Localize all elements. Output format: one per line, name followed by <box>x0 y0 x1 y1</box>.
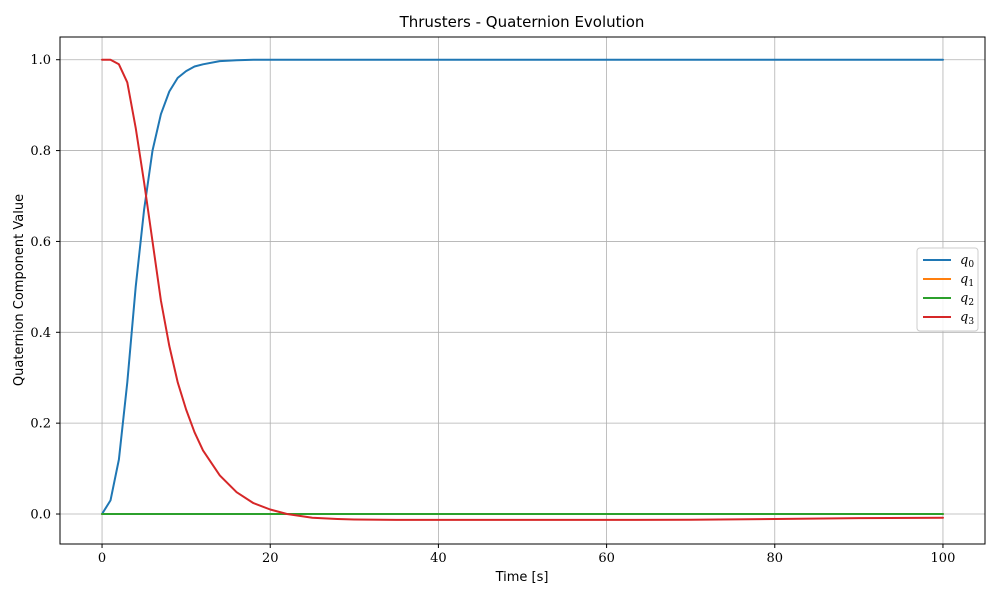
y-axis-label: Quaternion Component Value <box>12 194 27 386</box>
y-tick-label: 0.0 <box>30 508 51 523</box>
series-line-q3 <box>101 58 944 521</box>
chart-title: Thrusters - Quaternion Evolution <box>399 13 645 31</box>
x-tick-label: 60 <box>598 551 615 566</box>
tick-layer: 0 20 40 60 80 100 0.0 0.2 0.4 0.6 0.8 1.0 <box>30 53 955 566</box>
series-line-q0 <box>101 58 944 515</box>
x-tick-label: 100 <box>931 551 956 566</box>
legend-box <box>916 247 979 332</box>
y-tick-label: 0.8 <box>30 144 51 159</box>
y-tick-label: 0.4 <box>30 326 51 341</box>
y-tick-label: 0.6 <box>30 235 51 250</box>
plot-frame <box>59 36 986 545</box>
x-tick-label: 20 <box>262 551 279 566</box>
x-tick-label: 40 <box>430 551 447 566</box>
grid-layer <box>60 37 985 544</box>
x-axis-label: Time [s] <box>495 570 549 585</box>
y-tick-label: 1.0 <box>30 53 51 68</box>
series-layer <box>101 58 944 521</box>
y-tick-label: 0.2 <box>30 417 51 432</box>
x-tick-label: 0 <box>98 551 106 566</box>
x-tick-label: 80 <box>766 551 783 566</box>
